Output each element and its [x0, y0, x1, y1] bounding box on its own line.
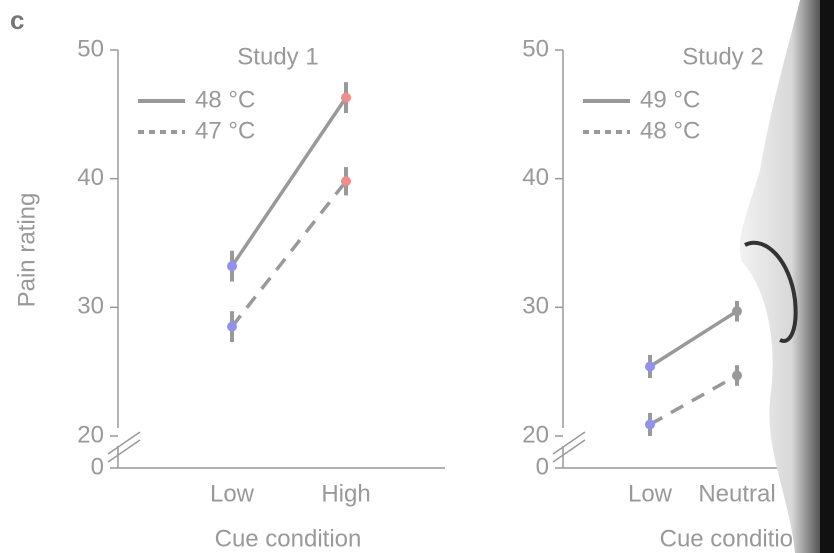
series-line [230, 180, 348, 328]
legend-label: 47 °C [195, 117, 255, 144]
y-tick-label: 40 [522, 164, 549, 191]
chart-title: Study 2 [682, 43, 763, 70]
face-shadow [820, 0, 834, 553]
series-line [649, 309, 738, 368]
legend-label: 48 °C [195, 86, 255, 113]
y-axis-label: Pain rating [13, 193, 40, 308]
y-tick-label: 30 [77, 293, 104, 320]
data-point [341, 92, 351, 103]
y-tick-label: 50 [522, 35, 549, 62]
x-tick-label: High [321, 480, 370, 507]
legend-label: 49 °C [640, 86, 700, 113]
data-point [732, 306, 742, 317]
data-point [227, 321, 237, 332]
data-point [645, 361, 655, 372]
x-tick-label: Low [628, 480, 673, 507]
y-tick-label: 40 [77, 164, 104, 191]
y-tick-label: 50 [77, 35, 104, 62]
x-tick-label: Neutral [698, 480, 775, 507]
ear-edge [744, 241, 798, 343]
data-point [227, 261, 237, 272]
y-tick-label: 20 [522, 421, 549, 448]
series-line [649, 374, 738, 426]
panel-label: c [10, 5, 24, 35]
axis-break [107, 439, 141, 463]
data-point [732, 370, 742, 381]
data-point [341, 176, 351, 187]
data-point [645, 419, 655, 430]
axis-break [552, 439, 586, 463]
x-tick-label: Low [210, 480, 255, 507]
chart-title: Study 1 [237, 43, 318, 70]
x-axis-label: Cue condition [215, 525, 362, 552]
axis-break [107, 431, 141, 455]
legend-label: 48 °C [640, 117, 700, 144]
series-line [230, 96, 348, 268]
y-tick-label: 0 [91, 453, 104, 480]
y-tick-label: 30 [522, 293, 549, 320]
y-tick-label: 20 [77, 421, 104, 448]
y-tick-label: 0 [536, 453, 549, 480]
x-axis-label: Cue condition [660, 525, 807, 552]
face-photo [739, 0, 834, 553]
axis-break [552, 431, 586, 455]
